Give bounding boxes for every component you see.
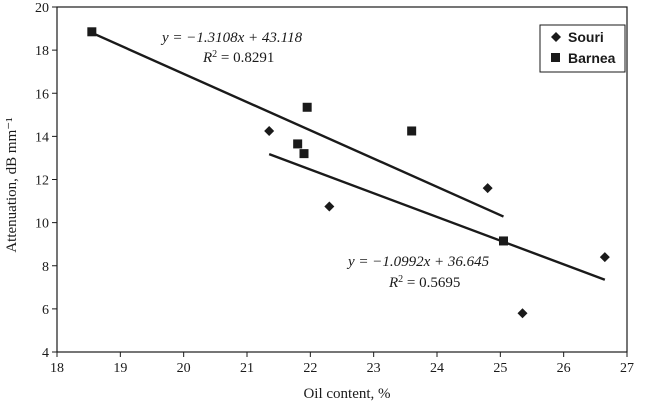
y-axis-title: Attenuation, dB mm⁻¹ xyxy=(4,117,20,252)
souri-r2-label: R xyxy=(388,275,398,291)
x-tick-label: 19 xyxy=(113,361,127,376)
souri-point xyxy=(517,308,528,319)
barnea-trendline xyxy=(91,31,504,218)
barnea-point xyxy=(407,126,417,136)
legend-souri-label: Souri xyxy=(568,29,604,45)
souri-point xyxy=(482,183,493,194)
x-tick-label: 18 xyxy=(50,361,64,376)
x-tick-label: 23 xyxy=(367,361,381,376)
y-tick-label: 6 xyxy=(42,303,49,318)
x-tick-label: 26 xyxy=(557,361,571,376)
souri-r2: R2 = 0.5695 xyxy=(388,274,460,292)
y-tick-label: 20 xyxy=(35,1,49,16)
souri-point xyxy=(264,125,275,136)
trendlines xyxy=(91,31,606,281)
y-tick-label: 4 xyxy=(42,346,49,361)
barnea-point xyxy=(499,236,508,246)
souri-point xyxy=(324,201,335,212)
barnea-point xyxy=(299,149,309,159)
legend-barnea-marker xyxy=(551,53,560,62)
x-tick-label: 25 xyxy=(493,361,507,376)
legend-box xyxy=(539,24,626,73)
souri-r2-value: = 0.5695 xyxy=(403,275,460,291)
legend-barnea-label: Barnea xyxy=(568,50,616,66)
y-tick-label: 14 xyxy=(35,130,49,145)
barnea-point xyxy=(87,27,97,37)
barnea-point xyxy=(293,139,303,149)
x-tick-label: 20 xyxy=(177,361,191,376)
x-tick-label: 24 xyxy=(430,361,444,376)
barnea-r2-value: = 0.8291 xyxy=(217,50,274,66)
souri-equation: y = −1.0992x + 36.645 xyxy=(346,254,490,270)
legend: Souri Barnea xyxy=(539,24,626,73)
barnea-r2-sup: 2 xyxy=(212,49,217,60)
y-tick-label: 10 xyxy=(35,217,49,232)
barnea-r2-label: R xyxy=(202,50,212,66)
y-tick-label: 8 xyxy=(42,260,49,275)
x-tick-label: 27 xyxy=(620,361,634,376)
y-tick-label: 18 xyxy=(35,44,49,59)
x-axis-title: Oil content, % xyxy=(303,386,390,402)
souri-trendline xyxy=(268,152,606,281)
barnea-equation: y = −1.3108x + 43.118 xyxy=(160,30,303,46)
legend-souri-marker xyxy=(551,32,561,42)
souri-point xyxy=(599,252,610,263)
barnea-r2: R2 = 0.8291 xyxy=(202,49,274,67)
data-points xyxy=(87,27,610,319)
souri-r2-sup: 2 xyxy=(398,274,403,285)
y-tick-label: 12 xyxy=(35,174,49,189)
y-tick-label: 16 xyxy=(35,87,49,102)
x-tick-label: 21 xyxy=(240,361,254,376)
barnea-point xyxy=(302,102,312,112)
x-tick-label: 22 xyxy=(303,361,317,376)
